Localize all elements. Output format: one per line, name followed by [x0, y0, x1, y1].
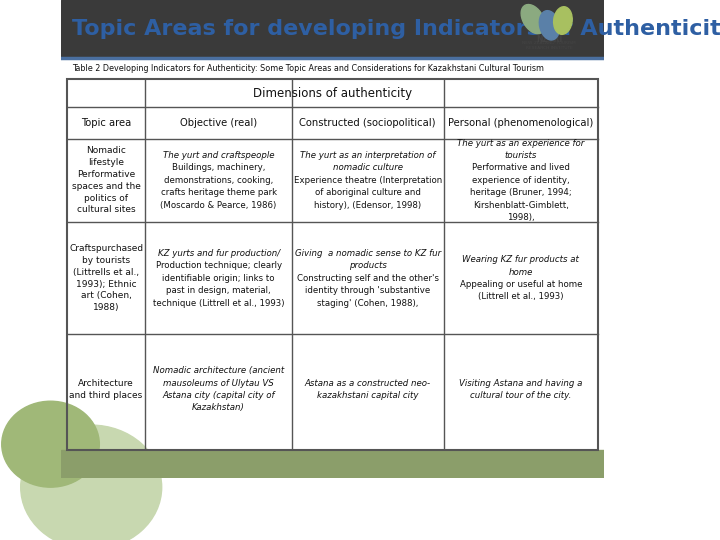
Text: nomadic culture: nomadic culture: [333, 164, 402, 172]
Text: experience of identity,: experience of identity,: [472, 176, 570, 185]
Text: of aboriginal culture and: of aboriginal culture and: [315, 188, 420, 197]
Text: identifiable origin; links to: identifiable origin; links to: [163, 274, 275, 283]
Text: products: products: [348, 261, 387, 271]
Text: cultural tour of the city.: cultural tour of the city.: [470, 391, 572, 400]
Text: crafts heritage theme park: crafts heritage theme park: [161, 188, 276, 197]
Text: Astana as a constructed neo-: Astana as a constructed neo-: [305, 379, 431, 388]
Text: KZ yurts and fur production/: KZ yurts and fur production/: [158, 249, 279, 258]
Text: Table 2 Developing Indicators for Authenticity: Some Topic Areas and Considerati: Table 2 Developing Indicators for Authen…: [72, 64, 544, 73]
Text: 1998),: 1998),: [507, 213, 535, 222]
Text: Kazakhstan): Kazakhstan): [192, 403, 245, 413]
Text: Craftspurchased
by tourists
(Littrells et al.,
1993); Ethnic
art (Cohen,
1988): Craftspurchased by tourists (Littrells e…: [69, 244, 143, 312]
Text: Dimensions of authenticity: Dimensions of authenticity: [253, 86, 412, 100]
Ellipse shape: [539, 11, 559, 40]
Text: Giving  a nomadic sense to KZ fur: Giving a nomadic sense to KZ fur: [294, 249, 441, 258]
Text: The yurt as an interpretation of: The yurt as an interpretation of: [300, 151, 436, 160]
Text: Performative and lived: Performative and lived: [472, 164, 570, 172]
Text: technique (Littrell et al., 1993): technique (Littrell et al., 1993): [153, 299, 284, 308]
Text: Appealing or useful at home: Appealing or useful at home: [459, 280, 582, 289]
Text: demonstrations, cooking,: demonstrations, cooking,: [164, 176, 274, 185]
Text: past in design, material,: past in design, material,: [166, 286, 271, 295]
Circle shape: [1, 401, 99, 487]
Bar: [67, 79, 598, 450]
Text: Buildings, machinery,: Buildings, machinery,: [172, 164, 265, 172]
Text: Production technique; clearly: Production technique; clearly: [156, 261, 282, 271]
Text: home: home: [509, 267, 533, 276]
Text: Nomadic
lifestyle
Performative
spaces and the
politics of
cultural sites: Nomadic lifestyle Performative spaces an…: [72, 146, 140, 214]
Text: (Littrell et al., 1993): (Littrell et al., 1993): [478, 292, 564, 301]
Text: Astana city (capital city of: Astana city (capital city of: [163, 391, 275, 400]
Ellipse shape: [554, 6, 572, 35]
Text: Experience theatre (Interpretation: Experience theatre (Interpretation: [294, 176, 442, 185]
Text: tourists: tourists: [505, 151, 537, 160]
Bar: [61, 0, 603, 57]
Text: kazakhstani capital city: kazakhstani capital city: [317, 391, 418, 400]
Ellipse shape: [521, 4, 545, 33]
Text: Constructing self and the other's: Constructing self and the other's: [297, 274, 438, 283]
Text: NZTRI: NZTRI: [536, 35, 562, 44]
Text: NEW ZEALAND TOURISM
RESEARCH INSTITUTE: NEW ZEALAND TOURISM RESEARCH INSTITUTE: [523, 41, 576, 50]
Text: history), (Edensor, 1998): history), (Edensor, 1998): [314, 201, 421, 210]
Text: Kirshenblatt-Gimblett,: Kirshenblatt-Gimblett,: [473, 201, 569, 210]
Text: Nomadic architecture (ancient: Nomadic architecture (ancient: [153, 366, 284, 375]
Bar: [61, 450, 603, 477]
Text: Personal (phenomenological): Personal (phenomenological): [449, 118, 593, 128]
Text: Topic Areas for developing Indicators of Authenticity: Topic Areas for developing Indicators of…: [72, 19, 720, 39]
Text: Topic area: Topic area: [81, 118, 131, 128]
Text: The yurt and craftspeople: The yurt and craftspeople: [163, 151, 274, 160]
Text: identity through 'substantive: identity through 'substantive: [305, 286, 431, 295]
Text: mausoleums of Ulytau VS: mausoleums of Ulytau VS: [163, 379, 274, 388]
Text: staging' (Cohen, 1988),: staging' (Cohen, 1988),: [317, 299, 418, 308]
Text: (Moscardo & Pearce, 1986): (Moscardo & Pearce, 1986): [161, 201, 276, 210]
Circle shape: [21, 425, 162, 540]
Text: The yurt as an experience for: The yurt as an experience for: [457, 139, 585, 147]
Text: Wearing KZ fur products at: Wearing KZ fur products at: [462, 255, 580, 264]
Text: Objective (real): Objective (real): [180, 118, 257, 128]
Text: Architecture
and third places: Architecture and third places: [70, 379, 143, 400]
Text: Visiting Astana and having a: Visiting Astana and having a: [459, 379, 582, 388]
Text: Constructed (sociopolitical): Constructed (sociopolitical): [300, 118, 436, 128]
Text: heritage (Bruner, 1994;: heritage (Bruner, 1994;: [470, 188, 572, 197]
